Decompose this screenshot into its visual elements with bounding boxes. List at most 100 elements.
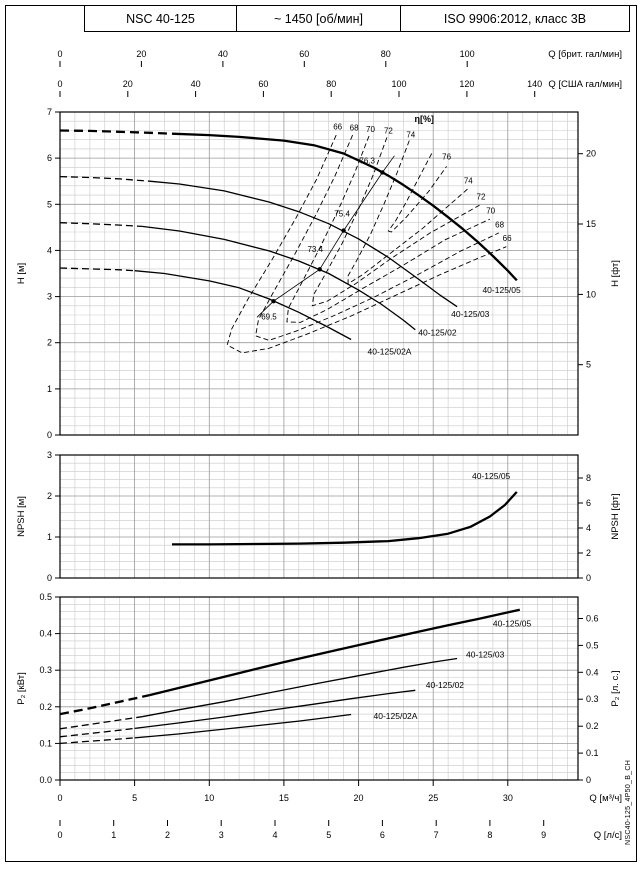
svg-text:20: 20: [354, 793, 364, 803]
svg-text:75.4: 75.4: [334, 210, 350, 219]
efficiency-contour-72: [311, 137, 480, 307]
svg-text:1: 1: [47, 532, 52, 542]
efficiency-contour-68: [255, 134, 500, 341]
svg-text:0: 0: [47, 573, 52, 583]
svg-text:0.4: 0.4: [39, 629, 52, 639]
efficiency-contour-66: [226, 134, 507, 354]
svg-text:4: 4: [272, 830, 277, 840]
head-capacity-series-40-125/02A: 40-125/02A: [59, 267, 412, 357]
efficiency-contour-76: [387, 153, 447, 233]
x-axis-bottom-1: 0 1 2 3 4 5 6 7 8 9 Q [л/с]: [57, 820, 622, 841]
svg-text:60: 60: [299, 49, 309, 59]
svg-text:0.6: 0.6: [586, 613, 599, 623]
svg-text:NPSH [фт]: NPSH [фт]: [610, 493, 621, 539]
pump-model-label: NSC 40-125: [84, 5, 237, 32]
svg-text:1: 1: [111, 830, 116, 840]
svg-text:74: 74: [406, 130, 415, 139]
svg-text:6: 6: [380, 830, 385, 840]
svg-text:0.1: 0.1: [39, 738, 52, 748]
svg-text:0: 0: [57, 793, 62, 803]
head-capacity-chart: 0 1 2 3 4 5 6 7 5 10 15 20 H [м] H [фт] 40-125/05 40-12…: [16, 107, 621, 440]
svg-text:0.5: 0.5: [39, 592, 52, 602]
svg-text:40-125/02A: 40-125/02A: [373, 711, 417, 721]
svg-text:40-125/05: 40-125/05: [482, 285, 521, 295]
power-chart: 0.0 0.1 0.2 0.3 0.4 0.5 0 0.1 0.2 0.3 0.4 0.5 0.6 P₂ …: [16, 592, 621, 785]
svg-text:Q [л/с]: Q [л/с]: [594, 830, 622, 841]
svg-text:1: 1: [47, 384, 52, 394]
svg-text:2: 2: [165, 830, 170, 840]
svg-text:60: 60: [258, 79, 268, 89]
bep-point-73.4: [317, 267, 322, 272]
svg-text:20: 20: [123, 79, 133, 89]
svg-text:Q [брит. гал/мин]: Q [брит. гал/мин]: [548, 49, 622, 60]
svg-text:40-125/05: 40-125/05: [493, 618, 532, 628]
svg-text:10: 10: [204, 793, 214, 803]
svg-text:76: 76: [442, 153, 451, 162]
svg-text:5: 5: [326, 830, 331, 840]
svg-text:0: 0: [586, 573, 591, 583]
svg-text:3: 3: [47, 450, 52, 460]
svg-text:0: 0: [57, 79, 62, 89]
svg-text:5: 5: [586, 360, 591, 370]
svg-text:9: 9: [541, 830, 546, 840]
svg-text:66: 66: [503, 234, 512, 243]
svg-text:15: 15: [279, 793, 289, 803]
svg-text:4: 4: [586, 523, 591, 533]
svg-text:0.0: 0.0: [39, 775, 52, 785]
svg-text:140: 140: [527, 79, 542, 89]
svg-text:2: 2: [586, 548, 591, 558]
svg-text:8: 8: [586, 473, 591, 483]
svg-text:3: 3: [47, 292, 52, 302]
pump-speed-label: ~ 1450 [об/мин]: [237, 5, 401, 32]
svg-text:100: 100: [392, 79, 407, 89]
svg-text:74: 74: [464, 177, 473, 186]
svg-text:30: 30: [503, 793, 513, 803]
x-axis-top-0: 0 20 40 60 80 100 Q [брит. гал/мин]: [57, 49, 622, 67]
svg-text:Q [м³/ч]: Q [м³/ч]: [589, 793, 622, 804]
bep-point-76.3: [380, 170, 385, 175]
svg-text:0.3: 0.3: [39, 665, 52, 675]
svg-text:40-125/03: 40-125/03: [451, 309, 490, 319]
svg-text:120: 120: [459, 79, 474, 89]
svg-text:2: 2: [47, 338, 52, 348]
svg-text:73.4: 73.4: [307, 245, 323, 254]
svg-text:66: 66: [333, 123, 342, 132]
svg-text:20: 20: [586, 149, 596, 159]
svg-text:20: 20: [136, 49, 146, 59]
svg-text:0: 0: [57, 49, 62, 59]
svg-text:0.4: 0.4: [586, 667, 599, 677]
svg-text:40-125/02: 40-125/02: [418, 327, 457, 337]
svg-text:4: 4: [47, 245, 52, 255]
svg-text:6: 6: [586, 498, 591, 508]
svg-text:H [м]: H [м]: [16, 263, 27, 284]
svg-text:40-125/02A: 40-125/02A: [368, 347, 412, 357]
svg-text:Q [США гал/мин]: Q [США гал/мин]: [548, 79, 622, 90]
svg-text:70: 70: [486, 207, 495, 216]
svg-text:2: 2: [47, 491, 52, 501]
svg-text:10: 10: [586, 289, 596, 299]
svg-text:40-125/03: 40-125/03: [466, 649, 505, 659]
svg-text:7: 7: [434, 830, 439, 840]
head-capacity-series-40-125/05: 40-125/05: [59, 129, 521, 295]
bep-line: [256, 155, 395, 318]
svg-text:5: 5: [47, 199, 52, 209]
svg-text:69.5: 69.5: [261, 313, 277, 322]
svg-text:0.2: 0.2: [39, 702, 52, 712]
svg-text:0.2: 0.2: [586, 721, 599, 731]
svg-text:72: 72: [477, 193, 486, 202]
svg-text:0: 0: [586, 775, 591, 785]
head-capacity-series-40-125/02: 40-125/02: [59, 222, 457, 337]
svg-text:8: 8: [487, 830, 492, 840]
svg-text:40: 40: [191, 79, 201, 89]
svg-text:40: 40: [218, 49, 228, 59]
svg-text:0.5: 0.5: [586, 640, 599, 650]
power-series-40-125/05: 40-125/05: [59, 608, 532, 716]
svg-text:76.3: 76.3: [359, 157, 375, 166]
svg-text:3: 3: [219, 830, 224, 840]
npsh-chart: 0 1 2 3 0 2 4 6 8 NPSH [м] NPSH [фт] 40-125/05: [16, 450, 621, 583]
npsh-series-40-125/05: 40-125/05: [172, 471, 518, 546]
svg-text:70: 70: [366, 125, 375, 134]
curve-code: NSC40-125_4P50_B_CH: [625, 759, 632, 845]
